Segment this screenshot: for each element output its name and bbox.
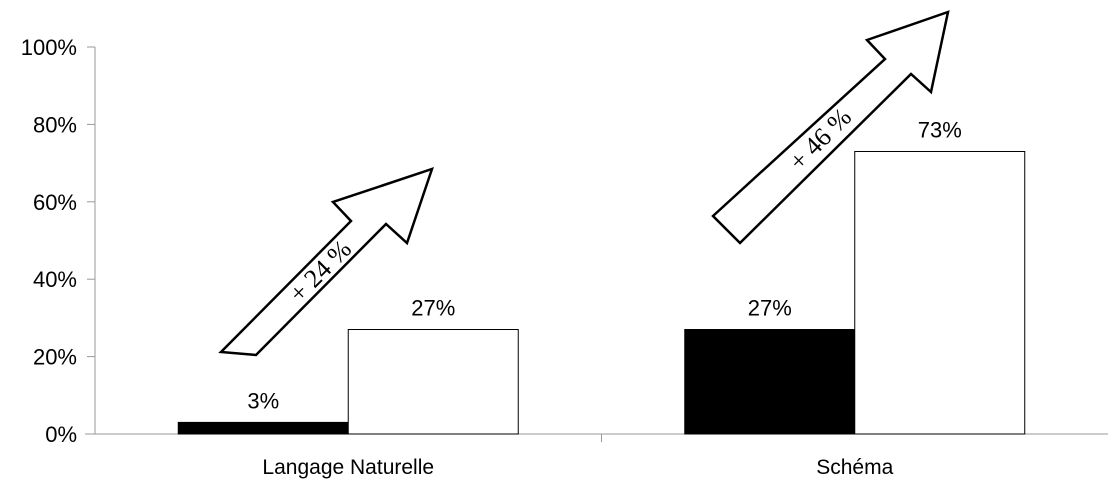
data-label: 27% <box>411 296 455 321</box>
data-label: 27% <box>748 296 792 321</box>
bar <box>347 329 519 435</box>
bar <box>684 329 856 435</box>
y-tick-label: 60% <box>33 190 77 215</box>
data-label: 73% <box>918 117 962 142</box>
y-tick-label: 80% <box>33 112 77 137</box>
y-tick-label: 0% <box>45 422 77 447</box>
increase-arrow-1-label: + 24 % <box>283 234 357 308</box>
y-axis: 0% 20% 40% 60% 80% 100% <box>21 35 96 447</box>
increase-arrow-1-shape <box>218 167 434 357</box>
y-tick-label: 100% <box>21 35 77 60</box>
x-tick-label: Langage Naturelle <box>262 456 434 479</box>
increase-arrow-2-shape <box>711 10 950 245</box>
bars <box>177 150 1026 435</box>
bar <box>177 421 349 435</box>
x-tick-label: Schéma <box>816 456 893 479</box>
bar <box>854 150 1026 435</box>
x-axis: Langage Naturelle Schéma <box>85 433 1108 479</box>
data-label: 3% <box>247 388 279 413</box>
data-labels: 3% 27% 27% 73% <box>247 117 961 413</box>
y-tick-label: 20% <box>33 345 77 370</box>
y-tick-label: 40% <box>33 267 77 292</box>
increase-arrow-1: + 24 % <box>218 167 434 357</box>
